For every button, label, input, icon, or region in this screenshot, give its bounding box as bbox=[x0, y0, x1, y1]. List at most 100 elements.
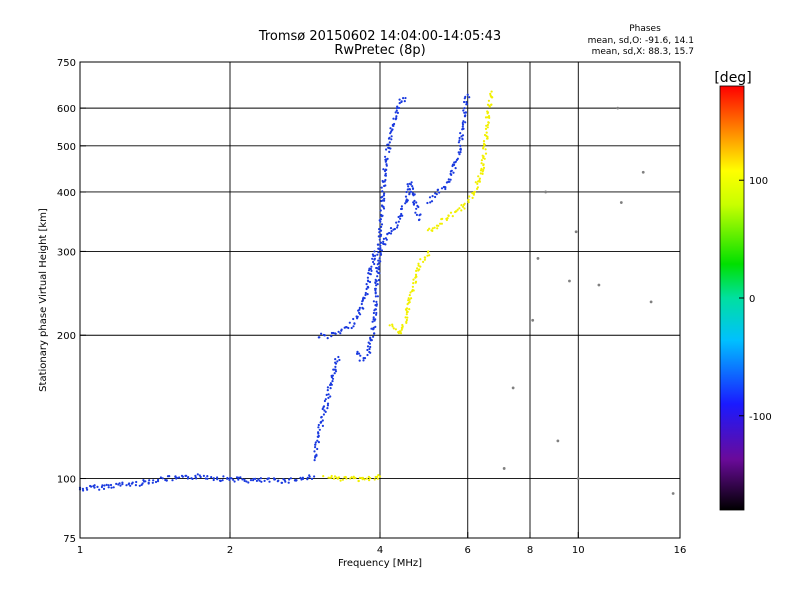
y-axis-label: Stationary phase Virtual Height [km] bbox=[38, 208, 49, 392]
data-point bbox=[144, 480, 147, 483]
phase-stats-o: mean, sd,O: -91.6, 14.1 bbox=[588, 36, 694, 46]
data-point bbox=[387, 146, 390, 149]
data-point bbox=[402, 97, 405, 100]
data-point bbox=[366, 348, 369, 352]
colorbar-tick-label: -100 bbox=[749, 412, 772, 423]
data-point bbox=[363, 357, 367, 360]
data-point bbox=[202, 474, 205, 477]
data-point bbox=[334, 332, 337, 335]
x-tick-label: 6 bbox=[465, 545, 471, 556]
data-point bbox=[481, 170, 484, 173]
data-point bbox=[194, 474, 197, 477]
data-point bbox=[389, 127, 392, 130]
data-point bbox=[436, 188, 440, 191]
data-point bbox=[152, 479, 155, 482]
data-point bbox=[413, 199, 416, 202]
data-point bbox=[388, 324, 391, 327]
data-point bbox=[489, 94, 492, 97]
data-point bbox=[313, 450, 316, 453]
data-point bbox=[274, 478, 277, 481]
data-point bbox=[384, 155, 387, 158]
data-point bbox=[159, 476, 162, 479]
data-point bbox=[460, 209, 463, 212]
data-point bbox=[372, 318, 375, 321]
data-point bbox=[467, 201, 470, 204]
data-point bbox=[320, 332, 323, 335]
data-point bbox=[329, 395, 332, 398]
data-point bbox=[384, 168, 387, 171]
data-point bbox=[127, 483, 130, 486]
data-point bbox=[317, 423, 320, 427]
data-point bbox=[96, 485, 99, 488]
data-point bbox=[459, 147, 462, 150]
data-point bbox=[359, 313, 362, 316]
data-point bbox=[260, 480, 263, 483]
data-point bbox=[404, 96, 407, 100]
data-point bbox=[376, 475, 379, 478]
data-point bbox=[384, 172, 387, 175]
data-point bbox=[406, 303, 409, 306]
data-point bbox=[377, 279, 380, 282]
data-point bbox=[329, 382, 332, 385]
data-point bbox=[437, 224, 440, 227]
data-point bbox=[370, 269, 373, 272]
data-point bbox=[381, 205, 384, 208]
data-point bbox=[103, 484, 106, 487]
data-point bbox=[364, 293, 367, 297]
y-axis-ticks: 75 100 200 300 400 500 600 750 bbox=[57, 58, 86, 545]
data-point bbox=[358, 306, 361, 309]
data-point bbox=[453, 161, 457, 164]
data-point bbox=[367, 272, 370, 275]
series-X bbox=[322, 90, 494, 483]
data-point bbox=[487, 121, 490, 124]
data-point bbox=[318, 336, 321, 339]
data-point bbox=[511, 386, 515, 390]
data-point bbox=[451, 215, 454, 218]
data-point bbox=[379, 252, 382, 255]
data-point bbox=[282, 478, 285, 481]
data-point bbox=[212, 478, 215, 482]
data-point bbox=[284, 480, 287, 483]
data-point bbox=[480, 162, 483, 165]
data-point bbox=[408, 182, 411, 185]
data-point bbox=[381, 190, 384, 193]
data-points bbox=[78, 90, 675, 495]
data-point bbox=[243, 479, 246, 482]
data-point bbox=[411, 185, 414, 188]
x-tick-label: 4 bbox=[377, 545, 383, 556]
data-point bbox=[386, 157, 389, 160]
data-point bbox=[385, 159, 388, 162]
data-point bbox=[374, 308, 377, 311]
data-point bbox=[379, 253, 383, 256]
data-point bbox=[485, 124, 488, 127]
data-point bbox=[374, 254, 377, 257]
data-point bbox=[323, 334, 326, 337]
data-point bbox=[502, 467, 506, 470]
data-point bbox=[369, 477, 372, 480]
data-point bbox=[105, 483, 108, 486]
data-point bbox=[482, 140, 486, 143]
data-point bbox=[486, 123, 489, 126]
data-point bbox=[415, 213, 418, 216]
data-point bbox=[316, 439, 319, 442]
data-point bbox=[361, 476, 364, 479]
data-point bbox=[363, 478, 366, 481]
data-point bbox=[419, 265, 422, 268]
data-point bbox=[616, 106, 620, 110]
x-axis-label: Frequency [MHz] bbox=[338, 558, 422, 569]
data-point bbox=[326, 402, 330, 405]
data-point bbox=[258, 479, 261, 482]
data-point bbox=[531, 318, 535, 322]
data-point bbox=[479, 172, 482, 175]
data-point bbox=[619, 201, 623, 204]
data-point bbox=[374, 278, 377, 281]
data-point bbox=[374, 318, 377, 321]
data-point bbox=[347, 326, 350, 330]
data-point bbox=[350, 476, 353, 479]
data-point bbox=[449, 172, 452, 175]
data-point bbox=[426, 229, 429, 232]
data-point bbox=[81, 487, 84, 490]
data-point bbox=[361, 299, 364, 302]
